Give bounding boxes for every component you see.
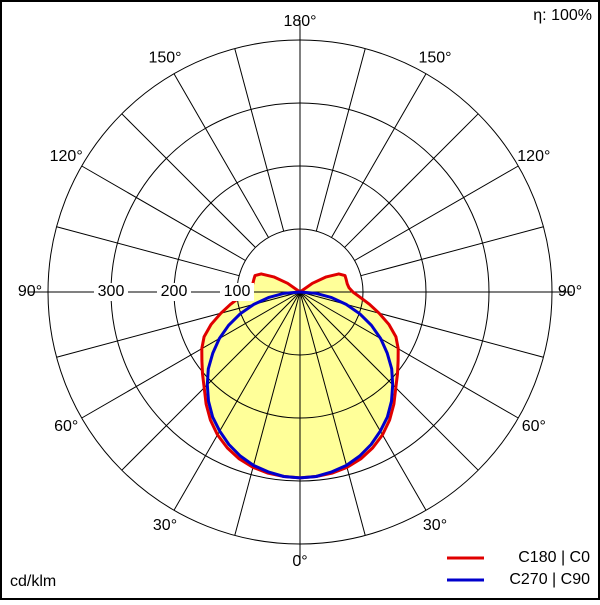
angle-tick-label: 30°	[153, 517, 177, 534]
intensity-curve	[205, 290, 301, 480]
spoke	[121, 113, 256, 248]
spoke	[354, 165, 519, 261]
angle-tick-label: 0°	[292, 553, 307, 570]
unit-label: cd/klm	[10, 573, 56, 590]
intensity-curve	[299, 290, 395, 480]
label-bg	[94, 283, 128, 301]
intensity-curve	[200, 272, 301, 480]
spoke	[81, 165, 246, 261]
legend-label: C180 | C0	[518, 549, 590, 566]
angle-tick-label: 60°	[54, 418, 78, 435]
spoke	[173, 73, 269, 238]
efficiency-label: η: 100%	[533, 7, 592, 24]
angle-tick-label: 120°	[517, 148, 550, 165]
r-tick-label: 100	[224, 283, 251, 300]
angle-tick-label: 60°	[522, 418, 546, 435]
spoke	[344, 113, 479, 248]
label-bg	[220, 283, 254, 301]
angle-tick-label: 120°	[50, 148, 83, 165]
r-tick-label: 300	[98, 283, 125, 300]
spoke	[331, 73, 427, 238]
angle-tick-label: 180°	[283, 13, 316, 30]
legend-label: C270 | C90	[509, 571, 590, 588]
spoke	[56, 226, 240, 277]
spoke	[360, 226, 544, 277]
label-bg	[157, 283, 191, 301]
angle-tick-label: 90°	[18, 283, 42, 300]
r-tick-label: 200	[161, 283, 188, 300]
angle-tick-label: 90°	[558, 283, 582, 300]
spoke	[315, 48, 366, 232]
spoke	[234, 48, 285, 232]
angle-tick-label: 150°	[418, 49, 451, 66]
intensity-curve	[299, 272, 400, 480]
angle-tick-label: 150°	[148, 49, 181, 66]
angle-tick-label: 30°	[423, 517, 447, 534]
